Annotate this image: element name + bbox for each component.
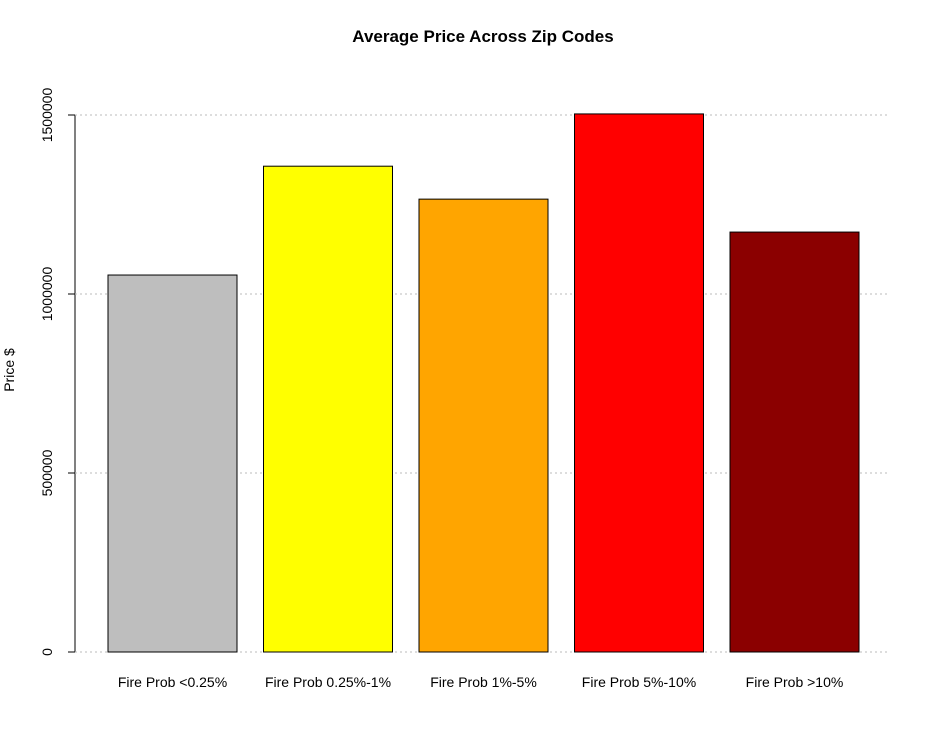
y-axis-label: Price $ xyxy=(1,348,17,392)
bar xyxy=(263,165,393,653)
chart-title: Average Price Across Zip Codes xyxy=(352,27,613,46)
bar xyxy=(729,231,860,653)
y-tick-label: 1500000 xyxy=(39,88,55,143)
y-tick-label: 500000 xyxy=(39,449,55,496)
x-tick-label: Fire Prob <0.25% xyxy=(118,674,227,690)
bar xyxy=(574,113,704,653)
y-tick-label: 0 xyxy=(39,648,55,656)
x-tick-label: Fire Prob 5%-10% xyxy=(582,674,696,690)
bar xyxy=(418,198,549,653)
x-tick-label: Fire Prob 0.25%-1% xyxy=(265,674,391,690)
x-tick-label: Fire Prob >10% xyxy=(746,674,844,690)
bar xyxy=(107,274,238,653)
x-tick-label: Fire Prob 1%-5% xyxy=(430,674,537,690)
y-tick-label: 1000000 xyxy=(39,267,55,322)
